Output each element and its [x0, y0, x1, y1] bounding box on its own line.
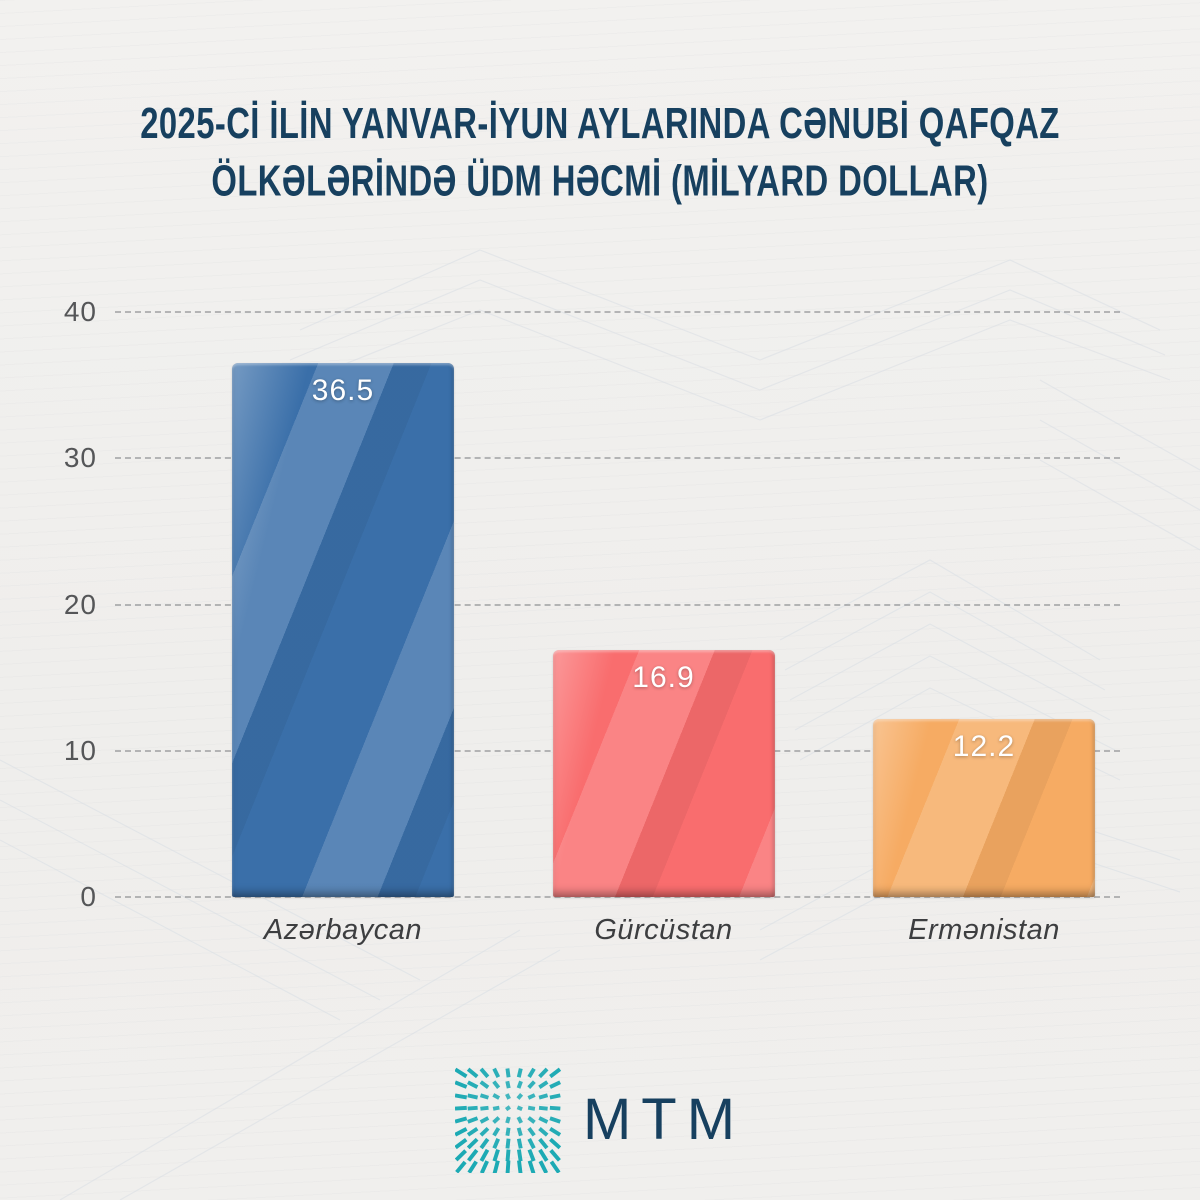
bar-chart-plot-area: 0 10 20 30 40 36.5 Azərbaycan 16.9 Gürcüstan 12.2… [64, 296, 1120, 946]
y-axis-tick-10: 10 [63, 734, 97, 766]
bar-Azərbaycan: 36.5 [232, 363, 454, 897]
mtm-logo-burst-icon [454, 1067, 561, 1173]
gridline-0 [115, 896, 1120, 898]
logo-text: MTM [582, 1087, 746, 1152]
bar-value-label-Azərbaycan: 36.5 [311, 374, 375, 408]
y-axis-tick-40: 40 [63, 296, 97, 327]
chart-title: 2025-Cİ İLİN YANVAR-İYUN AYLARINDA CƏNUB… [108, 96, 1092, 210]
bar-value-label-Gürcüstan: 16.9 [632, 660, 695, 694]
bar-Gürcüstan: 16.9 [552, 649, 775, 897]
gridline-20 [115, 603, 1120, 606]
bar-Ermənistan: 12.2 [873, 718, 1095, 897]
y-axis-tick-30: 30 [63, 442, 97, 474]
x-axis-label-Gürcüstan: Gürcüstan [594, 914, 733, 946]
gridline-40 [115, 311, 1120, 313]
footer-brand: MTM [0, 1062, 1200, 1178]
gridline-30 [115, 457, 1120, 460]
chart-title-line-1: 2025-Cİ İLİN YANVAR-İYUN AYLARINDA CƏNUB… [140, 100, 1060, 148]
x-axis-label-Azərbaycan: Azərbaycan [263, 914, 423, 946]
x-axis-label-Ermənistan: Ermənistan [908, 914, 1060, 946]
bar-value-label-Ermənistan: 12.2 [952, 729, 1016, 763]
y-axis-tick-0: 0 [80, 881, 97, 912]
y-axis-tick-20: 20 [63, 588, 97, 620]
chart-title-line-2: ÖLKƏLƏRİNDƏ ÜDM HƏCMİ (MİLYARD DOLLAR) [211, 157, 989, 205]
